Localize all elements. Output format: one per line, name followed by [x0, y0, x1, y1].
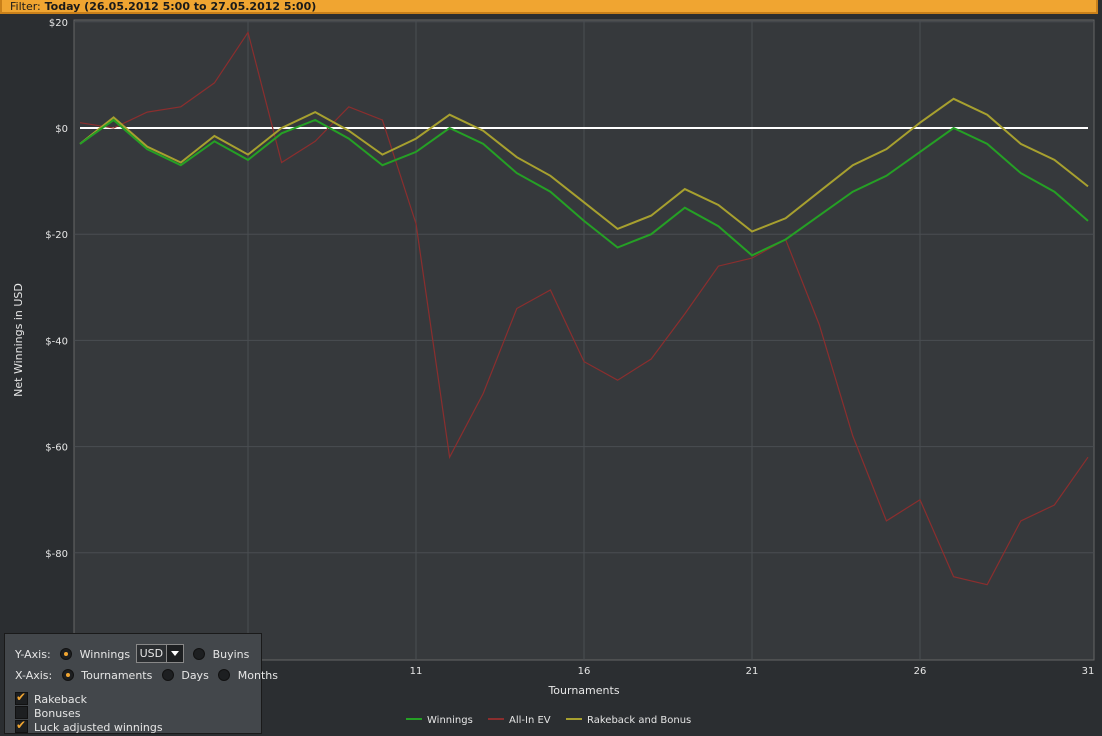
filter-bar[interactable]: Filter: Today (26.05.2012 5:00 to 27.05.… [0, 0, 1098, 14]
rakeback-and-bonus-line [79, 97, 1089, 233]
months-radio-label: Months [237, 669, 279, 682]
y-tick-label: $-40 [45, 336, 68, 347]
filter-value: Today (26.05.2012 5:00 to 27.05.2012 5:0… [44, 0, 317, 13]
y-axis-row: Y-Axis: Winnings USD Buyins [15, 644, 250, 663]
luck-adjusted-label: Luck adjusted winnings [34, 721, 163, 734]
x-tick-label: 11 [410, 666, 423, 677]
winnings-line [79, 118, 1089, 257]
buyins-radio[interactable] [193, 648, 206, 660]
rakeback-checkbox[interactable] [15, 689, 28, 705]
y-axis-title: Net Winnings in USD [12, 283, 25, 397]
y-tick-label: $-20 [45, 230, 68, 241]
buyins-radio-label: Buyins [212, 648, 250, 661]
y-axis-label: Y-Axis: [15, 648, 51, 661]
y-tick-label: $0 [55, 124, 68, 135]
x-axis-row: X-Axis: Tournaments Days Months [15, 668, 278, 684]
bonuses-label: Bonuses [34, 707, 81, 720]
x-tick-label: 31 [1082, 666, 1095, 677]
rakeback-label: Rakeback [34, 693, 88, 706]
all-in-ev-line [79, 30, 1089, 586]
winnings-radio[interactable] [60, 648, 73, 660]
x-axis-label: X-Axis: [15, 669, 53, 682]
days-radio-label: Days [181, 669, 209, 682]
legend: Winnings All-In EV Rakeback and Bonus [406, 715, 691, 726]
x-tick-label: 26 [914, 666, 927, 677]
legend-label: All-In EV [509, 715, 551, 726]
y-tick-label: $20 [49, 18, 68, 29]
bonuses-row[interactable]: Bonuses [15, 706, 80, 722]
rakeback-row[interactable]: Rakeback [15, 689, 88, 708]
legend-label: Rakeback and Bonus [587, 715, 691, 726]
controls-panel: Y-Axis: Winnings USD Buyins X-Axis: Tour… [4, 633, 278, 736]
days-radio[interactable] [161, 669, 174, 681]
currency-select[interactable]: USD [135, 644, 184, 663]
series-layer [79, 30, 1089, 586]
legend-label: Winnings [427, 715, 473, 726]
filter-label: Filter: [10, 0, 41, 13]
grid [74, 20, 1094, 660]
y-tick-label: $-60 [45, 443, 68, 454]
x-tick-label: 16 [578, 666, 591, 677]
x-axis-title: Tournaments [547, 684, 619, 697]
currency-value: USD [139, 647, 164, 660]
x-tick-label: 21 [746, 666, 759, 677]
tournaments-radio[interactable] [61, 669, 74, 681]
luck-adjusted-row[interactable]: Luck adjusted winnings [15, 717, 163, 736]
y-tick-label: $-80 [45, 549, 68, 560]
winnings-radio-label: Winnings [79, 648, 131, 661]
tournaments-radio-label: Tournaments [81, 669, 153, 682]
luck-adjusted-checkbox[interactable] [15, 717, 28, 733]
months-radio[interactable] [218, 669, 231, 681]
chevron-down-icon[interactable] [165, 645, 183, 662]
tick-labels: $20 $0 $-20 $-40 $-60 $-80 11 16 21 26 31 [45, 18, 1094, 677]
